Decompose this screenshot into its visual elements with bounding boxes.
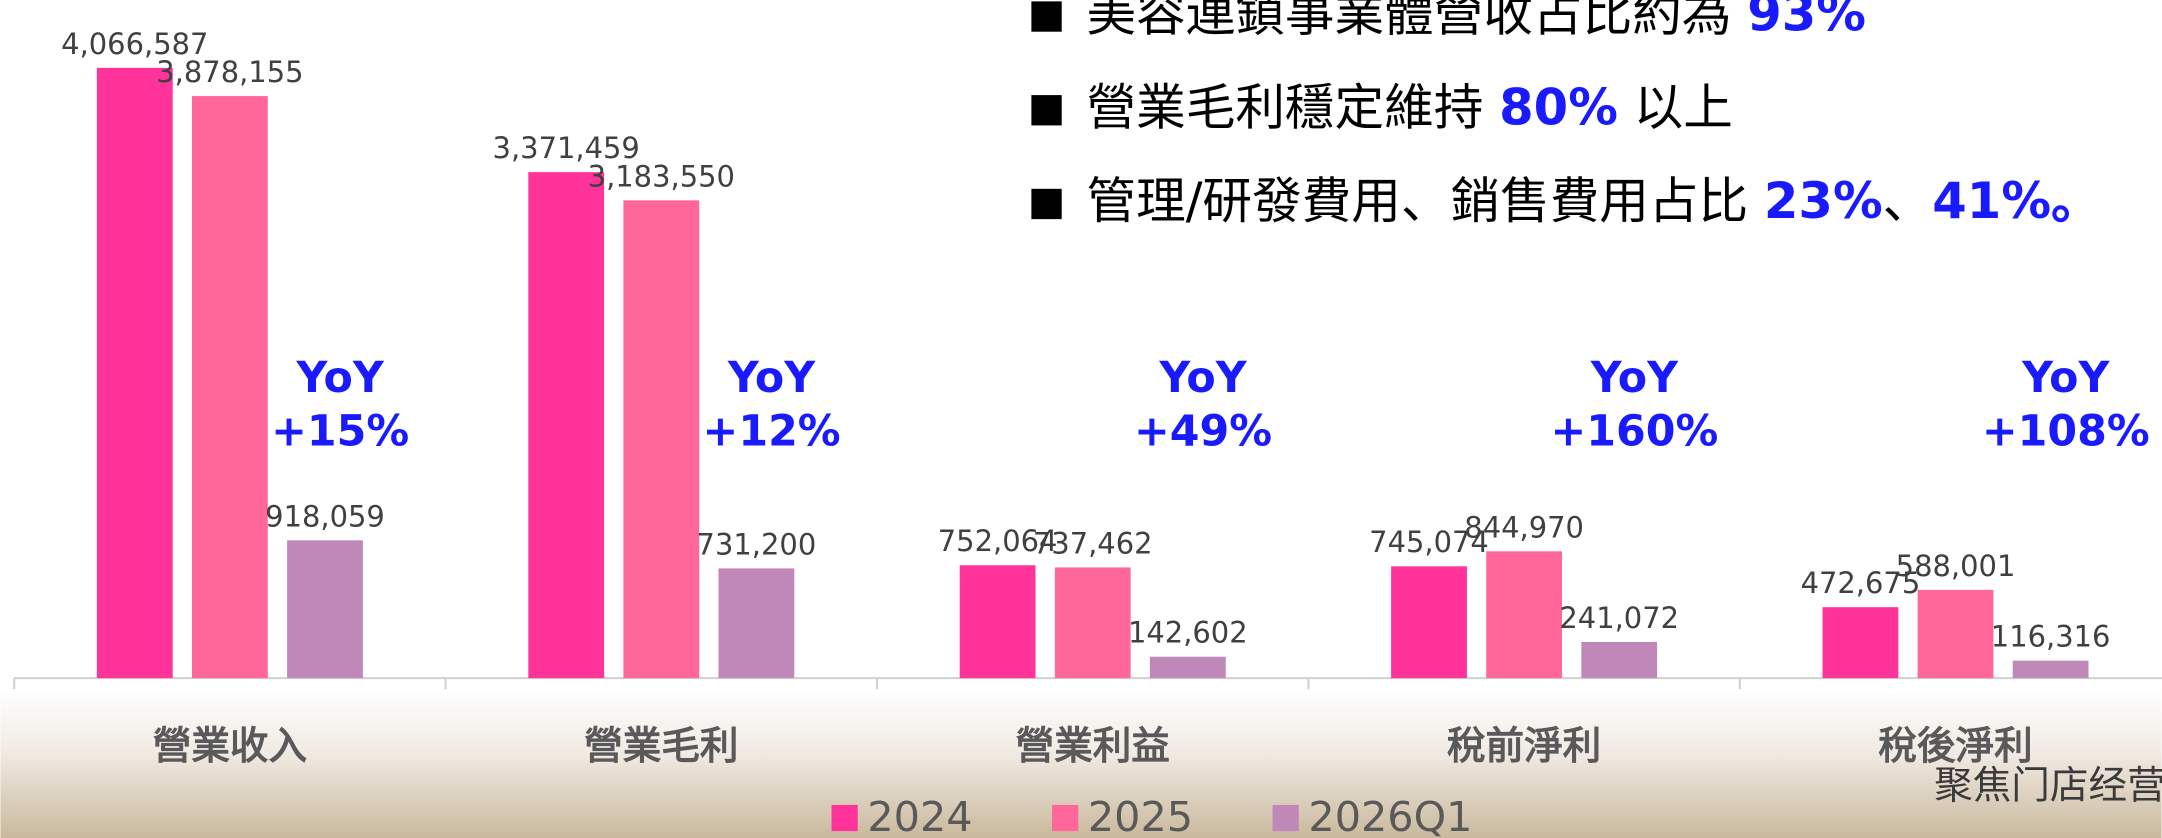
x-tick-label: 營業利益 xyxy=(1016,724,1170,769)
yoy-label: YoY xyxy=(296,353,385,403)
bullet-segment: 營業毛利穩定維持 xyxy=(1087,78,1500,136)
bar xyxy=(192,96,268,679)
data-label: 752,064 xyxy=(938,524,1058,558)
bar xyxy=(1822,607,1899,679)
yoy-label: YoY xyxy=(727,353,816,403)
bar xyxy=(1149,656,1226,679)
bar xyxy=(2012,660,2089,679)
yoy-label: YoY xyxy=(2021,353,2110,403)
yoy-value: +12% xyxy=(703,407,841,457)
bullet-marker xyxy=(1031,188,1062,220)
yoy-label: YoY xyxy=(1590,353,1679,403)
bullet-segment: 美容連鎖事業體營收占比約為 xyxy=(1087,0,1748,42)
bar xyxy=(528,172,605,679)
x-tick-label: 稅前淨利 xyxy=(1447,724,1601,769)
bar xyxy=(287,540,363,679)
bullet-segment: 80% xyxy=(1499,78,1618,136)
bullet-segment: 93% xyxy=(1747,0,1866,42)
legend-label: 2026Q1 xyxy=(1308,793,1472,838)
legend-label: 2025 xyxy=(1088,793,1193,838)
bullet-segment: 管理/研發費用、銷售費用占比 xyxy=(1087,171,1764,229)
data-label: 588,001 xyxy=(1896,549,2016,583)
bar xyxy=(1581,641,1658,679)
bullet-text: 美容連鎖事業體營收占比約為 93% xyxy=(1087,0,1866,42)
yoy-label: YoY xyxy=(1158,353,1247,403)
data-label: 844,970 xyxy=(1464,510,1584,544)
data-label: 3,371,459 xyxy=(493,131,640,165)
bar xyxy=(623,200,700,679)
data-label: 745,074 xyxy=(1369,525,1489,559)
x-tick-label: 營業收入 xyxy=(153,724,308,769)
data-label: 116,316 xyxy=(1991,620,2111,654)
data-label: 3,183,550 xyxy=(588,159,735,193)
bullet-marker xyxy=(1031,1,1062,32)
legend-label: 2024 xyxy=(867,793,972,838)
bar xyxy=(959,565,1036,679)
data-label: 3,878,155 xyxy=(156,55,303,89)
bottom-glow xyxy=(0,689,2162,838)
bar xyxy=(1054,567,1131,679)
bullet-marker xyxy=(1031,95,1062,126)
data-label: 472,675 xyxy=(1801,566,1921,600)
legend-swatch xyxy=(1052,804,1079,832)
data-label: 241,072 xyxy=(1559,601,1679,635)
bar xyxy=(96,67,173,679)
bullet-text: 營業毛利穩定維持 80% 以上 xyxy=(1087,78,1733,136)
yoy-value: +49% xyxy=(1134,407,1272,457)
bullet-segment: 、 xyxy=(1883,171,1933,229)
bullet-segment: 23% xyxy=(1764,171,1883,229)
legend-swatch xyxy=(831,804,858,832)
legend-swatch xyxy=(1272,804,1299,832)
data-label: 737,462 xyxy=(1033,526,1153,560)
data-label: 731,200 xyxy=(697,527,817,561)
bullet-text: 管理/研發費用、銷售費用占比 23%、41%。 xyxy=(1087,171,2101,229)
watermark: 聚焦门店经营 xyxy=(1934,763,2162,808)
bullet-segment: 41%。 xyxy=(1932,171,2100,229)
bar xyxy=(718,568,795,679)
yoy-value: +108% xyxy=(1982,407,2150,457)
x-tick-label: 營業毛利 xyxy=(584,724,738,769)
bar xyxy=(1486,551,1563,679)
data-label: 4,066,587 xyxy=(61,27,208,61)
data-label: 918,059 xyxy=(265,499,385,533)
yoy-value: +15% xyxy=(271,407,409,457)
bar xyxy=(1391,566,1467,679)
x-tick-label: 稅後淨利 xyxy=(1878,724,2032,769)
data-label: 142,602 xyxy=(1128,616,1248,650)
bar xyxy=(1917,589,1994,679)
bullet-segment: 以上 xyxy=(1618,78,1733,136)
yoy-value: +160% xyxy=(1550,407,1718,457)
